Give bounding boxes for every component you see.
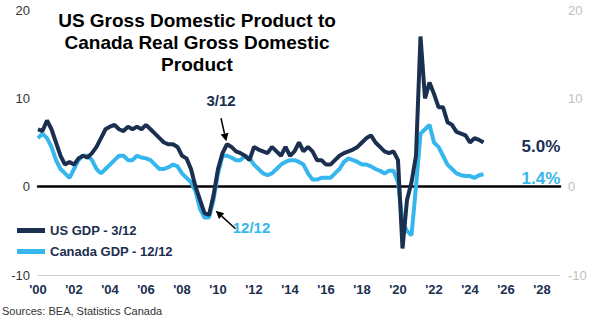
svg-text:'06: '06: [137, 282, 155, 297]
svg-text:'22: '22: [425, 282, 443, 297]
svg-text:'12: '12: [245, 282, 263, 297]
svg-text:Product: Product: [161, 54, 233, 75]
svg-text:10: 10: [16, 91, 30, 106]
svg-text:-10: -10: [11, 268, 30, 283]
svg-text:Canada Real Gross Domestic: Canada Real Gross Domestic: [64, 32, 329, 53]
svg-text:Sources: BEA, Statistics Canad: Sources: BEA, Statistics Canada: [2, 305, 163, 317]
svg-text:'04: '04: [101, 282, 119, 297]
svg-text:-10: -10: [568, 268, 587, 283]
svg-text:1.4%: 1.4%: [522, 169, 561, 188]
svg-text:0: 0: [568, 179, 575, 194]
svg-text:5.0%: 5.0%: [522, 137, 561, 156]
svg-text:'08: '08: [173, 282, 191, 297]
svg-text:20: 20: [16, 3, 30, 18]
svg-text:10: 10: [568, 91, 582, 106]
svg-text:'24: '24: [461, 282, 479, 297]
svg-text:3/12: 3/12: [206, 92, 235, 109]
svg-text:'18: '18: [353, 282, 371, 297]
svg-text:'16: '16: [317, 282, 335, 297]
svg-text:US Gross Domestic Product to: US Gross Domestic Product to: [58, 10, 336, 31]
svg-text:'00: '00: [29, 282, 47, 297]
svg-text:US GDP - 3/12: US GDP - 3/12: [50, 223, 136, 238]
svg-text:'26: '26: [497, 282, 515, 297]
svg-text:'02: '02: [65, 282, 83, 297]
svg-text:'20: '20: [389, 282, 407, 297]
svg-text:0: 0: [23, 179, 30, 194]
svg-text:Canada GDP - 12/12: Canada GDP - 12/12: [50, 244, 173, 259]
svg-text:'14: '14: [281, 282, 299, 297]
svg-text:'10: '10: [209, 282, 227, 297]
svg-text:20: 20: [568, 3, 582, 18]
svg-text:12/12: 12/12: [233, 219, 271, 236]
svg-text:'28: '28: [533, 282, 551, 297]
